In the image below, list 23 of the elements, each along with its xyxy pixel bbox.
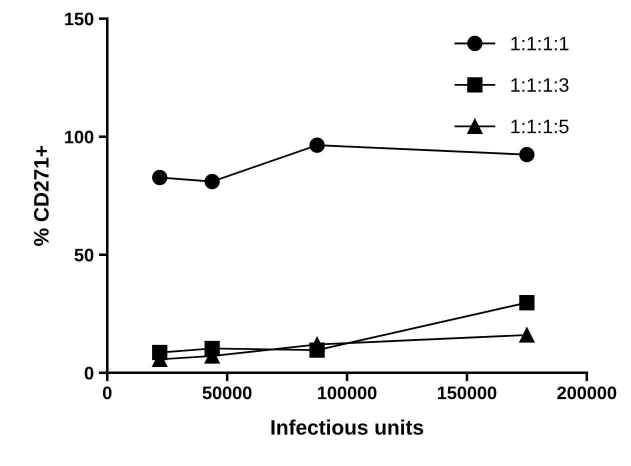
x-tick-label: 0	[102, 386, 112, 400]
point	[204, 174, 220, 190]
x-axis-title: Infectious units	[271, 419, 424, 435]
y-axis-title: % CD271+	[34, 146, 49, 246]
legend-label: 1:1:1:5	[511, 120, 569, 134]
x-tick-label: 50000	[202, 386, 252, 400]
x-tick-label: 200000	[557, 386, 616, 400]
y-tick-label: 150	[65, 12, 94, 26]
x-tick-label: 150000	[438, 386, 496, 400]
point	[309, 138, 325, 153]
point	[204, 340, 220, 356]
legend-label: 1:1:1:3	[511, 78, 568, 92]
legend-label: 1:1:1:1	[511, 36, 568, 50]
point	[309, 342, 325, 358]
point	[152, 344, 168, 360]
y-tick-label: 100	[65, 130, 94, 144]
x-tick-label: 100000	[318, 386, 376, 400]
point	[519, 147, 535, 162]
y-tick-label: 0	[84, 366, 94, 380]
y-tick-label: 50	[74, 248, 94, 262]
point	[152, 170, 168, 186]
point	[519, 295, 535, 310]
point	[519, 327, 535, 343]
